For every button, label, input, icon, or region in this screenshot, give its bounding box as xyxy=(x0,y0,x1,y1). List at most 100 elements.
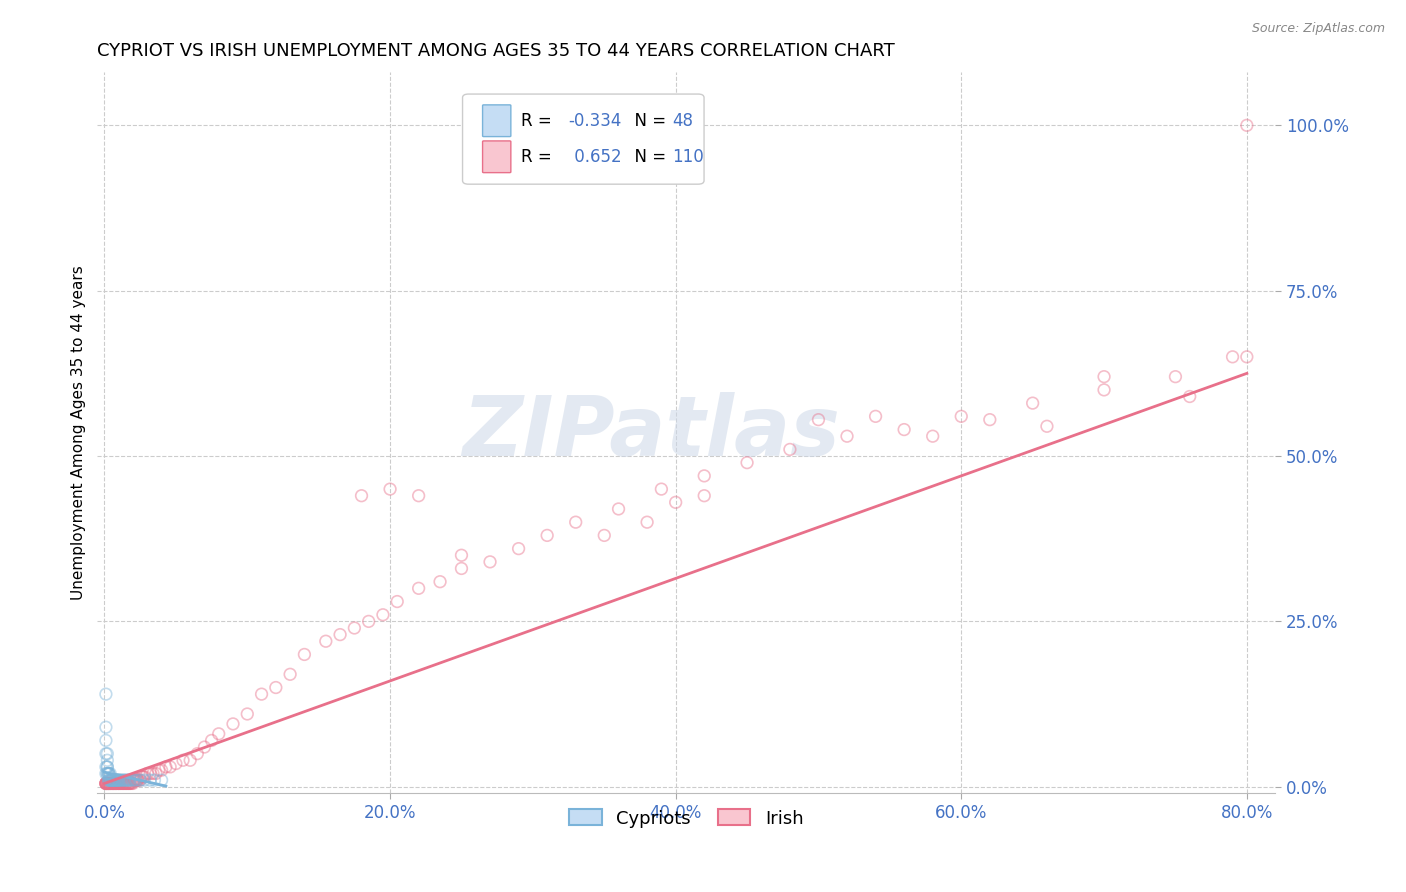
Legend: Cypriots, Irish: Cypriots, Irish xyxy=(562,802,811,835)
Point xyxy=(115,776,138,790)
Point xyxy=(105,776,128,790)
Point xyxy=(98,776,121,790)
Point xyxy=(315,634,337,648)
Point xyxy=(125,773,148,788)
Point xyxy=(101,773,124,788)
Point xyxy=(1236,350,1258,364)
Point xyxy=(222,717,245,731)
Point xyxy=(408,489,430,503)
Point xyxy=(103,776,125,790)
Point xyxy=(94,776,117,790)
Point xyxy=(94,747,117,761)
Point xyxy=(111,773,134,788)
Point xyxy=(94,776,117,790)
Point xyxy=(98,776,121,790)
Point xyxy=(108,776,131,790)
Point xyxy=(1164,369,1187,384)
Point xyxy=(96,776,118,790)
Point xyxy=(1092,369,1115,384)
Point xyxy=(150,763,173,777)
Point xyxy=(150,773,173,788)
Point xyxy=(104,773,127,788)
Point xyxy=(97,773,120,788)
Point xyxy=(94,760,117,774)
Y-axis label: Unemployment Among Ages 35 to 44 years: Unemployment Among Ages 35 to 44 years xyxy=(72,266,86,600)
Point xyxy=(98,766,121,780)
Point xyxy=(693,468,716,483)
Point xyxy=(127,773,149,788)
Point xyxy=(107,773,129,788)
Point xyxy=(122,773,145,788)
Point xyxy=(118,773,141,788)
Point xyxy=(179,753,201,767)
Point xyxy=(172,753,194,767)
Point xyxy=(114,776,136,790)
Point xyxy=(94,766,117,780)
Point xyxy=(159,760,181,774)
Point xyxy=(97,766,120,780)
Point xyxy=(120,776,142,790)
Point xyxy=(104,776,127,790)
Point xyxy=(236,706,259,721)
Point xyxy=(378,482,401,496)
Point xyxy=(121,776,143,790)
Text: R =: R = xyxy=(522,112,557,129)
Point xyxy=(103,776,125,790)
Point xyxy=(125,773,148,788)
Point xyxy=(125,773,148,788)
Point xyxy=(94,720,117,734)
Point xyxy=(429,574,451,589)
Point xyxy=(294,648,316,662)
Point xyxy=(107,776,129,790)
Point xyxy=(100,776,122,790)
Point xyxy=(112,776,135,790)
Point xyxy=(950,409,973,424)
FancyBboxPatch shape xyxy=(482,141,510,173)
Point xyxy=(450,548,472,562)
Point xyxy=(807,412,830,426)
Point xyxy=(117,776,139,790)
Point xyxy=(136,766,159,780)
Point xyxy=(115,776,138,790)
Point xyxy=(148,763,170,777)
Point xyxy=(101,773,124,788)
Point xyxy=(96,747,118,761)
Point xyxy=(97,776,120,790)
Point xyxy=(112,776,135,790)
Point xyxy=(103,773,125,788)
Point xyxy=(636,515,658,529)
Point xyxy=(96,753,118,767)
Point xyxy=(139,766,162,780)
Point xyxy=(278,667,301,681)
Text: R =: R = xyxy=(522,148,557,166)
Point xyxy=(100,773,122,788)
Point xyxy=(104,776,127,790)
Point xyxy=(343,621,366,635)
Point xyxy=(250,687,273,701)
Point xyxy=(127,773,149,788)
Point xyxy=(371,607,394,622)
Point xyxy=(536,528,558,542)
Point xyxy=(122,776,145,790)
Point xyxy=(98,773,121,788)
Point xyxy=(607,502,630,516)
Point xyxy=(114,773,136,788)
Point xyxy=(98,776,121,790)
Point xyxy=(111,776,134,790)
Point xyxy=(96,766,118,780)
Text: CYPRIOT VS IRISH UNEMPLOYMENT AMONG AGES 35 TO 44 YEARS CORRELATION CHART: CYPRIOT VS IRISH UNEMPLOYMENT AMONG AGES… xyxy=(97,42,896,60)
Text: N =: N = xyxy=(624,148,671,166)
Point xyxy=(100,773,122,788)
Point xyxy=(357,615,380,629)
Point xyxy=(118,776,141,790)
Point xyxy=(139,773,162,788)
Point xyxy=(96,766,118,780)
Point xyxy=(779,442,801,457)
Point xyxy=(122,773,145,788)
Point xyxy=(104,773,127,788)
Point xyxy=(134,770,156,784)
Point xyxy=(124,773,146,788)
Point xyxy=(593,528,616,542)
Point xyxy=(129,773,152,788)
Point xyxy=(107,776,129,790)
